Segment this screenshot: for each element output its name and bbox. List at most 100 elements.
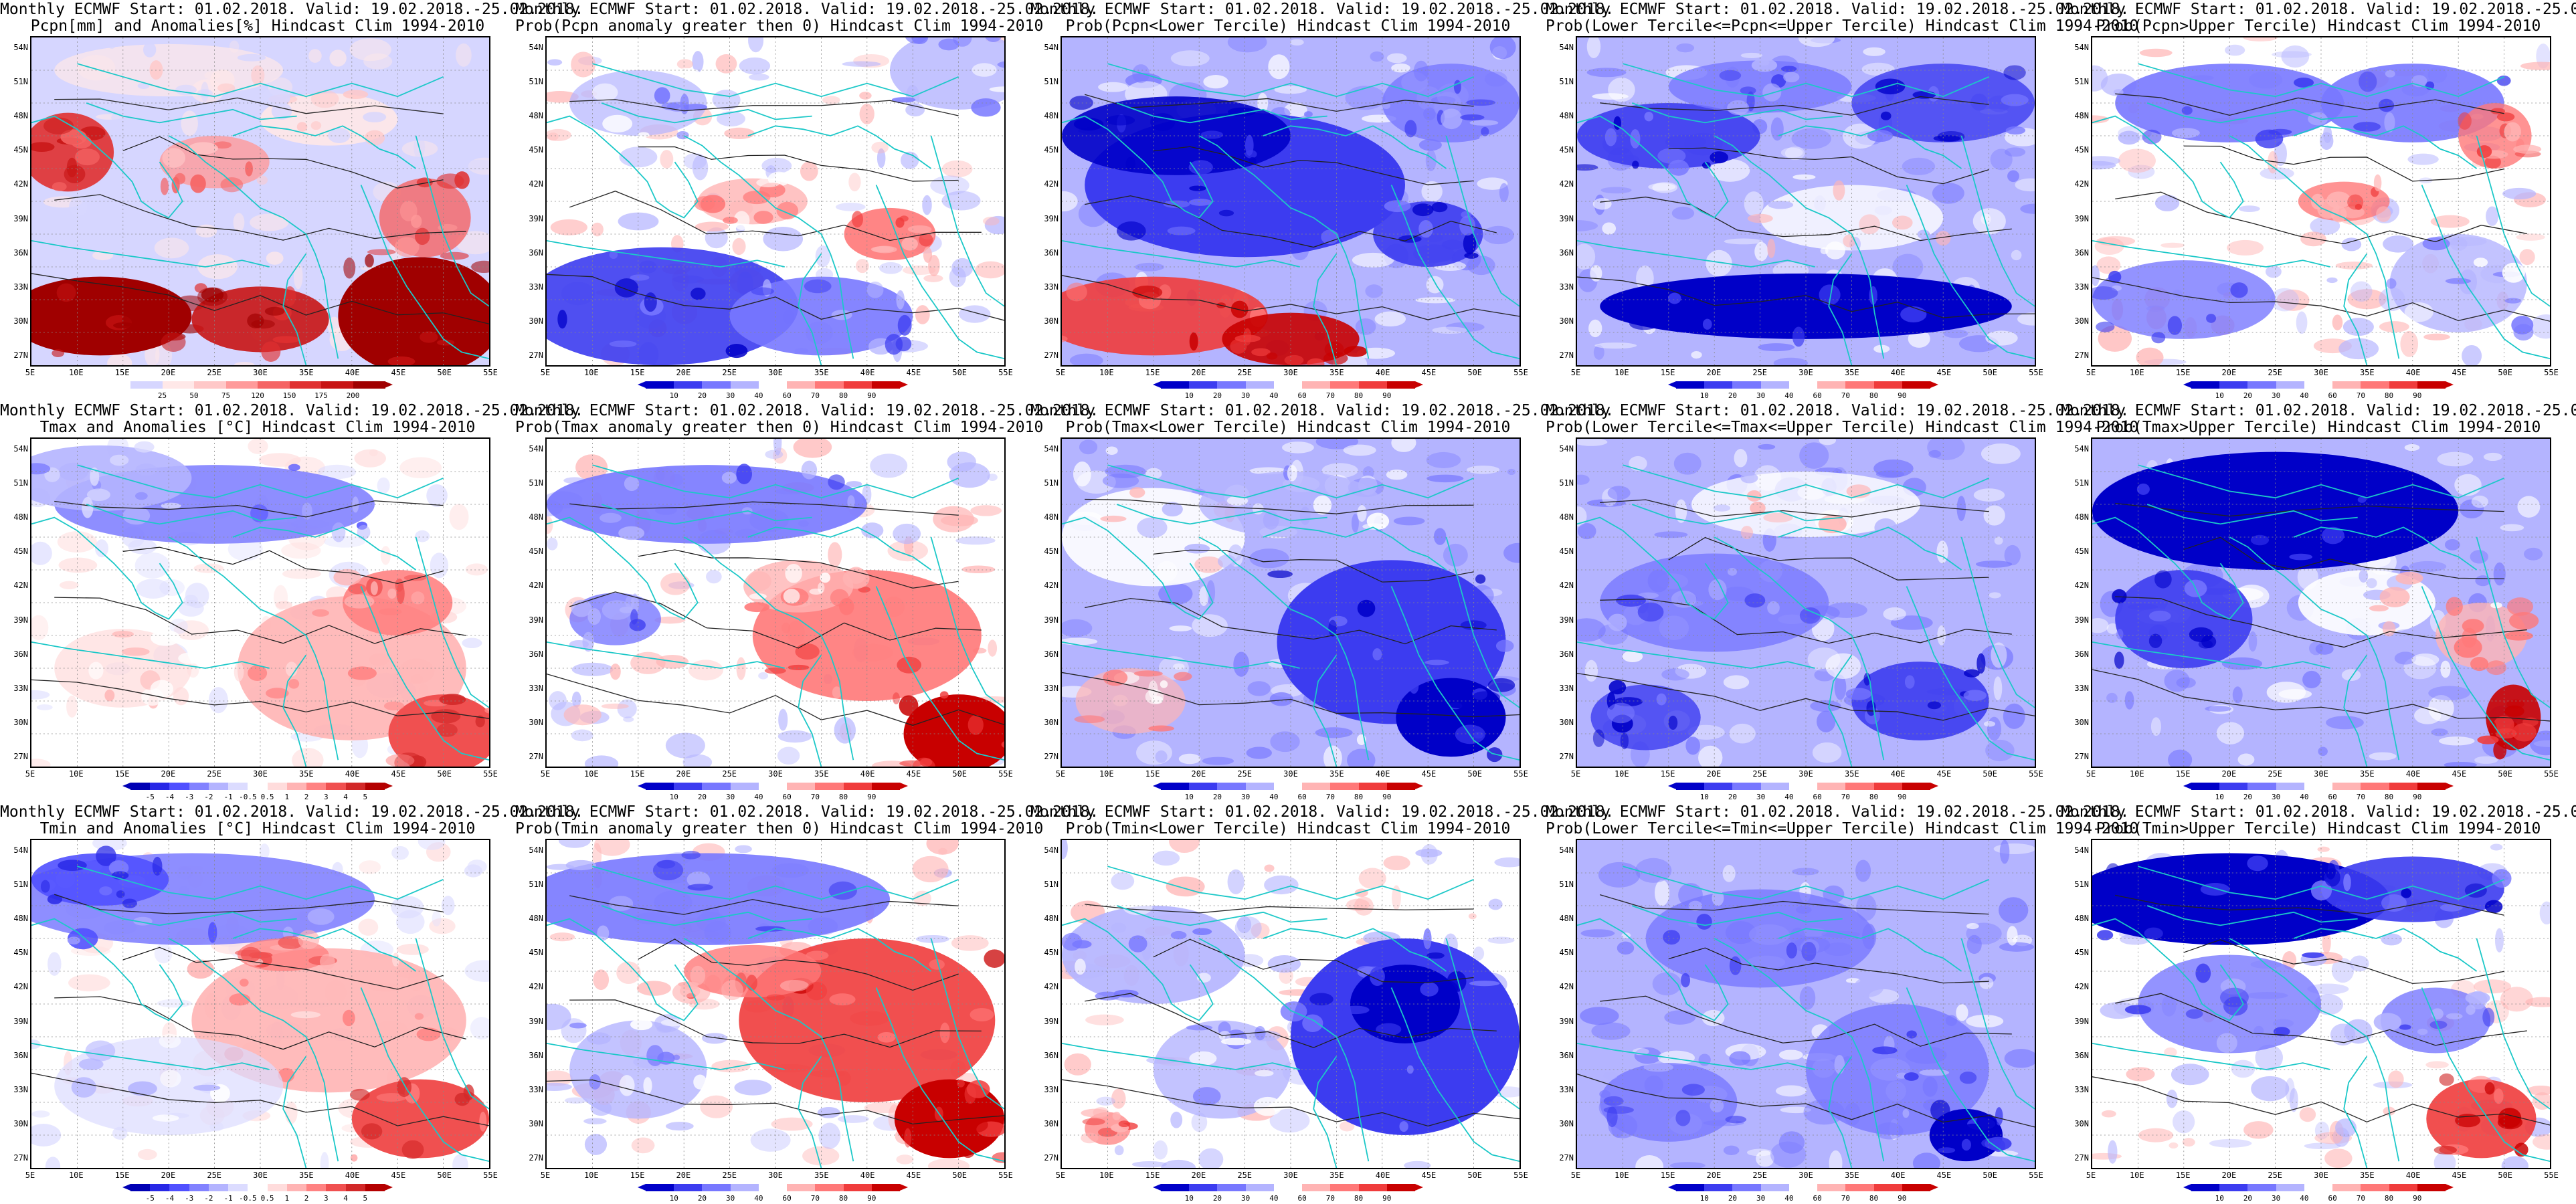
longitude-label: 30E (1283, 769, 1298, 779)
field-patch (71, 1077, 97, 1098)
contour-line (2183, 939, 2504, 985)
field-patch (350, 1154, 358, 1162)
field-patch (593, 969, 610, 991)
longitude-label: 10E (2129, 368, 2144, 377)
longitude-label: 35E (1844, 1171, 1859, 1180)
coastline (601, 504, 812, 525)
field-patch (188, 142, 218, 155)
colorbar-swatch (1704, 783, 1733, 790)
map-frame (545, 36, 1006, 367)
coastline (1577, 641, 1815, 669)
field-patch (431, 709, 461, 724)
field-patch (157, 999, 192, 1008)
field-patch (58, 860, 87, 872)
longitude-label: 20E (1706, 769, 1722, 779)
field-patch (1767, 238, 1776, 258)
colorbar-swatch (1358, 1184, 1388, 1191)
colorbar-tick-label: 40 (2300, 793, 2309, 801)
panel-title-line1: Monthly ECMWF Start: 01.02.2018. Valid: … (0, 803, 584, 821)
coastline (930, 135, 1004, 307)
field-patch (1607, 486, 1631, 500)
field-patch (1303, 111, 1313, 118)
latitude-label: 51N (529, 77, 543, 87)
colorbar (1153, 1184, 1423, 1191)
field-patch (1426, 452, 1461, 468)
field-patch (358, 918, 379, 936)
field-patch (1643, 1062, 1673, 1072)
field-patch (1161, 1159, 1196, 1168)
field-patch (1309, 993, 1333, 1006)
field-patch (1392, 885, 1401, 910)
field-patch (2148, 633, 2163, 648)
field-patch (1103, 670, 1128, 686)
coastline (1906, 586, 2035, 761)
field-patch (329, 49, 347, 67)
field-patch (755, 926, 786, 932)
latitude-label: 51N (1559, 77, 1574, 87)
latitude-label: 36N (2074, 247, 2089, 258)
field-patch (2484, 1082, 2495, 1095)
field-patch (630, 1019, 653, 1031)
contour-line (1153, 549, 1474, 583)
field-patch (2440, 903, 2463, 912)
panel-title-line2: Prob(Pcpn<Lower Tercile) Hindcast Clim 1… (1065, 17, 1511, 35)
contour-line (1062, 672, 1520, 718)
field-patch (2446, 1013, 2463, 1020)
field-patch (308, 49, 322, 63)
colorbar-tick-label: 0.5 (260, 1194, 274, 1203)
colorbar-arrow-right (385, 1184, 393, 1191)
field-patch (2493, 562, 2506, 586)
colorbar-tick-label: 60 (1813, 793, 1822, 801)
latitude-label: 33N (2074, 683, 2089, 693)
field-patch (1085, 1014, 1124, 1025)
colorbar-tick-label: 80 (1869, 793, 1879, 801)
field-patch (2470, 657, 2489, 672)
field-patch (2216, 1033, 2237, 1054)
field-patch (1710, 1099, 1724, 1113)
latitude-label: 36N (13, 247, 28, 258)
field-patch (1608, 613, 1627, 631)
field-patch (319, 953, 335, 970)
field-patch (1189, 332, 1198, 351)
field-patch (1391, 439, 1416, 452)
field-patch (468, 157, 489, 175)
field-patch (290, 1011, 321, 1019)
colorbar-swatch (815, 1184, 844, 1191)
field-patch (2266, 682, 2306, 703)
field-patch (2458, 112, 2472, 130)
map-frame (545, 839, 1006, 1169)
field-patch (795, 643, 820, 660)
colorbar-swatch (326, 783, 347, 790)
field-patch (2394, 629, 2421, 638)
field-patch (2446, 597, 2463, 616)
field-patch (1427, 474, 1464, 483)
field-patch (660, 573, 691, 595)
field-patch (941, 191, 981, 211)
latitude-label: 42N (13, 982, 28, 992)
colorbar-swatch (365, 783, 385, 790)
field-patch (2243, 1121, 2274, 1139)
field-patch (1192, 614, 1228, 637)
field-patch (933, 506, 974, 532)
colorbar-tick-label: 80 (2384, 1194, 2394, 1203)
field-patch (1383, 856, 1410, 871)
colorbar (638, 381, 908, 389)
field-patch (1419, 692, 1429, 706)
colorbar-swatch (1902, 1184, 1931, 1191)
colorbar-swatch (353, 381, 385, 389)
field-patch (2386, 278, 2397, 289)
field-patch (1758, 343, 1795, 352)
field-patch (1386, 470, 1408, 480)
colorbar-swatch (702, 381, 731, 389)
colorbar-tick-label: 70 (2356, 391, 2365, 400)
field-patch (846, 481, 862, 488)
panel-title-line2: Prob(Lower Tercile<=Tmax<=Upper Tercile)… (1546, 419, 2139, 436)
colorbar-arrow-right (2446, 1184, 2454, 1191)
coastline (360, 185, 489, 360)
field-patch (2385, 70, 2395, 78)
field-patch (2160, 242, 2185, 248)
field-patch (1420, 982, 1439, 997)
colorbar-arrow-right (900, 783, 908, 789)
field-patch (272, 336, 300, 344)
field-patch (2484, 900, 2503, 914)
